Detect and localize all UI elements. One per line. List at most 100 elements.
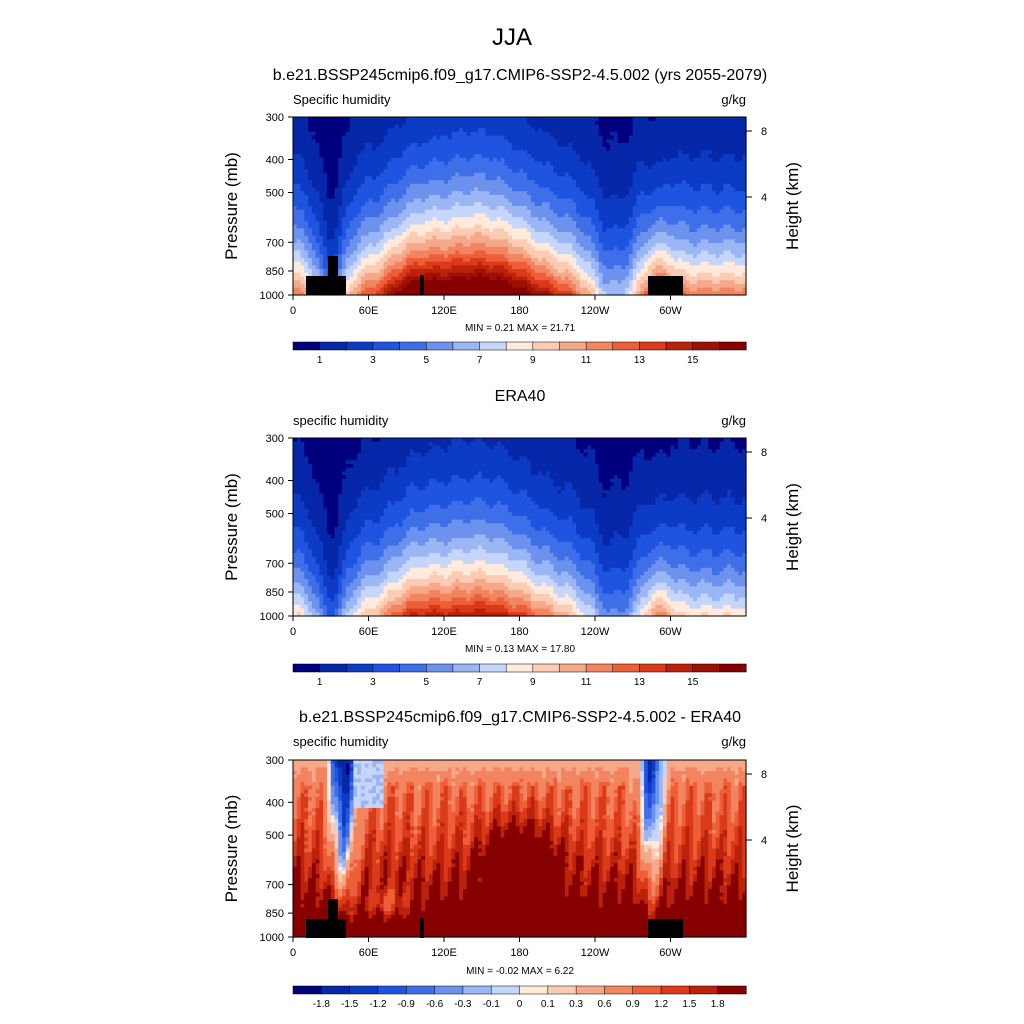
heatmap-cell (493, 213, 497, 217)
heatmap-cell (663, 158, 667, 162)
heatmap-cell (576, 139, 580, 143)
heatmap-cell (557, 202, 561, 206)
heatmap-cell (655, 158, 659, 162)
heatmap-cell (448, 154, 452, 158)
heatmap-cell (414, 288, 418, 292)
heatmap-cell (546, 228, 550, 232)
heatmap-cell (535, 221, 539, 225)
heatmap-cell (372, 236, 376, 240)
heatmap-cell (455, 276, 459, 280)
heatmap-cell (640, 221, 644, 225)
heatmap-cell (614, 124, 618, 128)
heatmap-cell (516, 258, 520, 262)
heatmap-cell (369, 247, 373, 251)
heatmap-cell (542, 191, 546, 195)
heatmap-cell (546, 121, 550, 125)
heatmap-cell (610, 199, 614, 203)
heatmap-cell (535, 124, 539, 128)
heatmap-cell (606, 150, 610, 154)
heatmap-cell (353, 262, 357, 266)
heatmap-cell (395, 288, 399, 292)
heatmap-cell (618, 210, 622, 214)
heatmap-cell (565, 269, 569, 273)
heatmap-cell (576, 143, 580, 147)
heatmap-cell (327, 154, 331, 158)
heatmap-cell (399, 169, 403, 173)
heatmap-cell (414, 150, 418, 154)
heatmap-cell (425, 180, 429, 184)
heatmap-cell (538, 265, 542, 269)
heatmap-cell (342, 180, 346, 184)
heatmap-cell (482, 150, 486, 154)
heatmap-cell (493, 221, 497, 225)
heatmap-cell (576, 254, 580, 258)
heatmap-cell (395, 206, 399, 210)
heatmap-cell (553, 254, 557, 258)
heatmap-cell (452, 173, 456, 177)
heatmap-cell (557, 124, 561, 128)
heatmap-cell (414, 173, 418, 177)
heatmap-cell (516, 180, 520, 184)
heatmap-cell (301, 217, 305, 221)
heatmap-cell (572, 173, 576, 177)
heatmap-cell (478, 150, 482, 154)
heatmap-cell (648, 239, 652, 243)
heatmap-cell (553, 121, 557, 125)
heatmap-cell (531, 225, 535, 229)
heatmap-cell (297, 184, 301, 188)
heatmap-cell (633, 251, 637, 255)
heatmap-cell (316, 243, 320, 247)
heatmap-cell (433, 173, 437, 177)
heatmap-cell (652, 139, 656, 143)
heatmap-cell (599, 288, 603, 292)
heatmap-cell (599, 124, 603, 128)
heatmap-cell (569, 162, 573, 166)
heatmap-cell (486, 180, 490, 184)
heatmap-cell (312, 139, 316, 143)
heatmap-cell (572, 169, 576, 173)
heatmap-cell (591, 199, 595, 203)
heatmap-cell (644, 254, 648, 258)
heatmap-cell (376, 191, 380, 195)
heatmap-cell (599, 202, 603, 206)
heatmap-cell (474, 265, 478, 269)
heatmap-cell (433, 191, 437, 195)
heatmap-cell (508, 262, 512, 266)
heatmap-cell (421, 147, 425, 151)
heatmap-cell (667, 254, 671, 258)
heatmap-cell (538, 239, 542, 243)
heatmap-cell (489, 243, 493, 247)
heatmap-cell (304, 150, 308, 154)
heatmap-cell (569, 265, 573, 269)
heatmap-cell (527, 128, 531, 132)
heatmap-cell (527, 176, 531, 180)
heatmap-cell (546, 217, 550, 221)
heatmap-cell (538, 258, 542, 262)
heatmap-cell (674, 150, 678, 154)
heatmap-cell (576, 117, 580, 121)
heatmap-cell (678, 136, 682, 140)
heatmap-cell (421, 143, 425, 147)
heatmap-cell (599, 139, 603, 143)
heatmap-cell (648, 136, 652, 140)
heatmap-cell (384, 121, 388, 125)
heatmap-cell (591, 251, 595, 255)
heatmap-cell (384, 191, 388, 195)
heatmap-cell (550, 162, 554, 166)
heatmap-cell (346, 243, 350, 247)
heatmap-cell (327, 169, 331, 173)
heatmap-cell (297, 284, 301, 288)
heatmap-cell (580, 176, 584, 180)
heatmap-cell (489, 265, 493, 269)
heatmap-cell (584, 124, 588, 128)
heatmap-cell (682, 217, 686, 221)
heatmap-cell (667, 147, 671, 151)
heatmap-cell (425, 124, 429, 128)
heatmap-cell (376, 143, 380, 147)
heatmap-cell (387, 221, 391, 225)
heatmap-cell (663, 128, 667, 132)
heatmap-cell (637, 213, 641, 217)
heatmap-cell (629, 150, 633, 154)
heatmap-cell (652, 258, 656, 262)
heatmap-cell (391, 258, 395, 262)
